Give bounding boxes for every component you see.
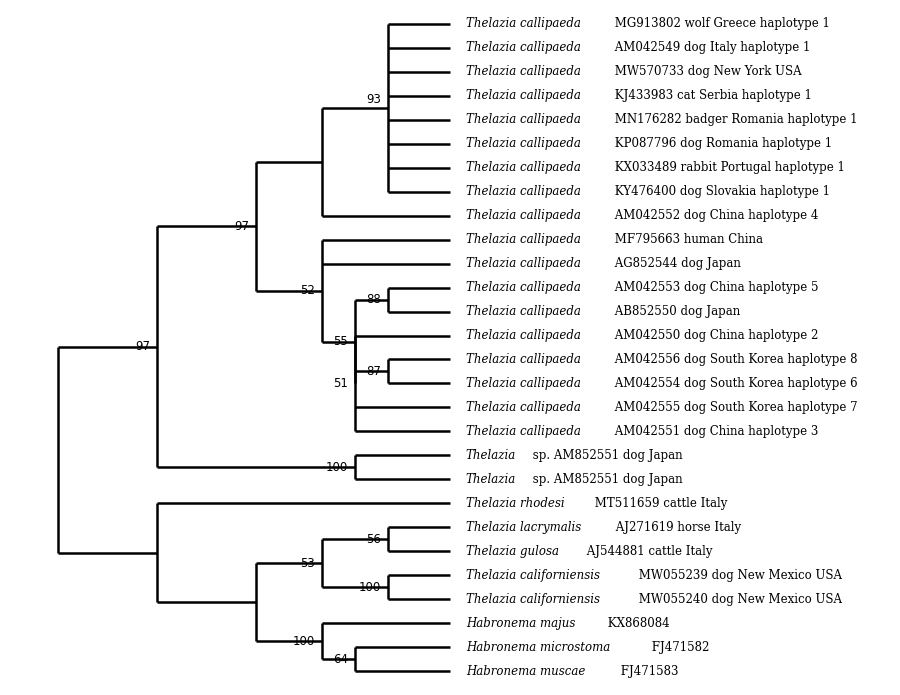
Text: Thelazia callipaeda: Thelazia callipaeda — [466, 233, 580, 246]
Text: Thelazia lacrymalis: Thelazia lacrymalis — [466, 521, 581, 534]
Text: 55: 55 — [333, 335, 347, 348]
Text: AB852550 dog Japan: AB852550 dog Japan — [611, 305, 741, 318]
Text: MF795663 human China: MF795663 human China — [611, 233, 763, 246]
Text: Thelazia callipaeda: Thelazia callipaeda — [466, 281, 580, 294]
Text: MG913802 wolf Greece haplotype 1: MG913802 wolf Greece haplotype 1 — [611, 17, 830, 31]
Text: AM042549 dog Italy haplotype 1: AM042549 dog Italy haplotype 1 — [611, 41, 811, 54]
Text: AM042551 dog China haplotype 3: AM042551 dog China haplotype 3 — [611, 425, 818, 438]
Text: KX868084: KX868084 — [604, 616, 670, 630]
Text: Thelazia rhodesi: Thelazia rhodesi — [466, 497, 564, 510]
Text: AM042556 dog South Korea haplotype 8: AM042556 dog South Korea haplotype 8 — [611, 353, 858, 366]
Text: Thelazia callipaeda: Thelazia callipaeda — [466, 113, 580, 126]
Text: Thelazia callipaeda: Thelazia callipaeda — [466, 401, 580, 414]
Text: Thelazia callipaeda: Thelazia callipaeda — [466, 65, 580, 79]
Text: Thelazia callipaeda: Thelazia callipaeda — [466, 329, 580, 342]
Text: 52: 52 — [301, 284, 315, 297]
Text: 100: 100 — [292, 635, 315, 648]
Text: sp. AM852551 dog Japan: sp. AM852551 dog Japan — [529, 449, 683, 462]
Text: Thelazia callipaeda: Thelazia callipaeda — [466, 17, 580, 31]
Text: 100: 100 — [359, 581, 382, 594]
Text: AG852544 dog Japan: AG852544 dog Japan — [611, 257, 741, 270]
Text: Habronema microstoma: Habronema microstoma — [466, 641, 610, 654]
Text: Thelazia californiensis: Thelazia californiensis — [466, 593, 600, 606]
Text: Thelazia californiensis: Thelazia californiensis — [466, 569, 600, 582]
Text: MW055239 dog New Mexico USA: MW055239 dog New Mexico USA — [635, 569, 842, 582]
Text: AM042550 dog China haplotype 2: AM042550 dog China haplotype 2 — [611, 329, 818, 342]
Text: AM042555 dog South Korea haplotype 7: AM042555 dog South Korea haplotype 7 — [611, 401, 858, 414]
Text: Habronema majus: Habronema majus — [466, 616, 575, 630]
Text: AJ271619 horse Italy: AJ271619 horse Italy — [612, 521, 741, 534]
Text: 97: 97 — [234, 220, 249, 233]
Text: MW055240 dog New Mexico USA: MW055240 dog New Mexico USA — [635, 593, 842, 606]
Text: AJ544881 cattle Italy: AJ544881 cattle Italy — [583, 545, 713, 558]
Text: Thelazia callipaeda: Thelazia callipaeda — [466, 137, 580, 150]
Text: 53: 53 — [301, 557, 315, 570]
Text: Thelazia callipaeda: Thelazia callipaeda — [466, 305, 580, 318]
Text: Thelazia gulosa: Thelazia gulosa — [466, 545, 559, 558]
Text: 97: 97 — [135, 341, 150, 353]
Text: KP087796 dog Romania haplotype 1: KP087796 dog Romania haplotype 1 — [611, 137, 832, 150]
Text: FJ471583: FJ471583 — [616, 664, 679, 678]
Text: 87: 87 — [366, 365, 382, 378]
Text: 56: 56 — [366, 533, 382, 546]
Text: 100: 100 — [326, 461, 347, 474]
Text: Thelazia: Thelazia — [466, 473, 516, 486]
Text: Thelazia callipaeda: Thelazia callipaeda — [466, 41, 580, 54]
Text: Thelazia: Thelazia — [466, 449, 516, 462]
Text: Thelazia callipaeda: Thelazia callipaeda — [466, 425, 580, 438]
Text: Thelazia callipaeda: Thelazia callipaeda — [466, 89, 580, 102]
Text: Thelazia callipaeda: Thelazia callipaeda — [466, 209, 580, 222]
Text: MN176282 badger Romania haplotype 1: MN176282 badger Romania haplotype 1 — [611, 113, 858, 126]
Text: 93: 93 — [366, 93, 382, 106]
Text: 51: 51 — [333, 377, 347, 390]
Text: KY476400 dog Slovakia haplotype 1: KY476400 dog Slovakia haplotype 1 — [611, 185, 830, 198]
Text: Thelazia callipaeda: Thelazia callipaeda — [466, 161, 580, 174]
Text: MW570733 dog New York USA: MW570733 dog New York USA — [611, 65, 802, 79]
Text: Thelazia callipaeda: Thelazia callipaeda — [466, 353, 580, 366]
Text: MT511659 cattle Italy: MT511659 cattle Italy — [590, 497, 727, 510]
Text: Thelazia callipaeda: Thelazia callipaeda — [466, 257, 580, 270]
Text: sp. AM852551 dog Japan: sp. AM852551 dog Japan — [529, 473, 683, 486]
Text: AM042552 dog China haplotype 4: AM042552 dog China haplotype 4 — [611, 209, 818, 222]
Text: KX033489 rabbit Portugal haplotype 1: KX033489 rabbit Portugal haplotype 1 — [611, 161, 845, 174]
Text: FJ471582: FJ471582 — [648, 641, 710, 654]
Text: 64: 64 — [333, 653, 347, 666]
Text: AM042553 dog China haplotype 5: AM042553 dog China haplotype 5 — [611, 281, 819, 294]
Text: AM042554 dog South Korea haplotype 6: AM042554 dog South Korea haplotype 6 — [611, 377, 858, 390]
Text: Thelazia callipaeda: Thelazia callipaeda — [466, 377, 580, 390]
Text: Habronema muscae: Habronema muscae — [466, 664, 585, 678]
Text: KJ433983 cat Serbia haplotype 1: KJ433983 cat Serbia haplotype 1 — [611, 89, 812, 102]
Text: Thelazia callipaeda: Thelazia callipaeda — [466, 185, 580, 198]
Text: 88: 88 — [366, 293, 382, 306]
